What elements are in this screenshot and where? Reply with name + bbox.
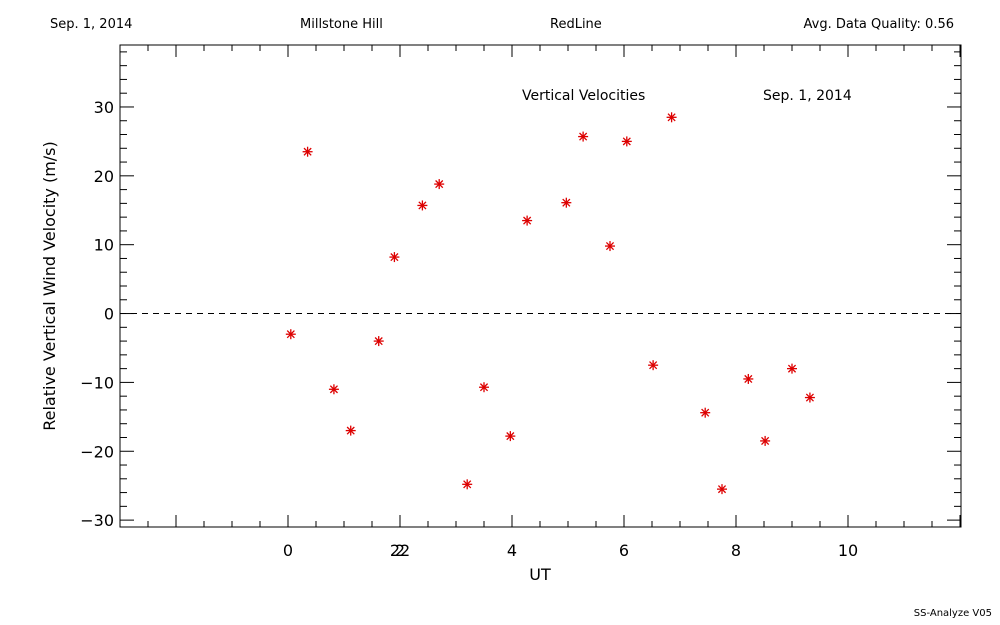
x-tick-label: 4 — [507, 541, 517, 560]
marker-stroke — [346, 426, 355, 435]
data-point — [328, 384, 339, 395]
x-tick-label: 6 — [619, 541, 629, 560]
tick-labels: 22 0 2 4 6 8 10 −30 −20 −10 0 10 20 30 — [80, 98, 858, 560]
data-point — [760, 435, 771, 446]
software-version: SS-Analyze V05 — [913, 608, 992, 619]
marker-stroke — [717, 485, 727, 494]
x-tick-label: 10 — [838, 541, 858, 560]
marker-stroke — [622, 137, 631, 146]
marker-stroke — [390, 253, 399, 262]
marker-stroke — [761, 436, 770, 445]
y-tick-label: 20 — [94, 167, 114, 186]
data-point — [621, 136, 632, 147]
marker-stroke — [479, 383, 489, 392]
data-point — [285, 329, 296, 340]
data-point — [417, 200, 428, 211]
marker-stroke — [286, 330, 295, 339]
data-point — [522, 215, 533, 226]
data-point — [345, 425, 356, 436]
marker-stroke — [435, 180, 444, 189]
marker-stroke — [463, 480, 472, 489]
chart-subtitle: Sep. 1, 2014 — [763, 88, 852, 104]
data-point — [389, 252, 400, 263]
y-tick-label: 30 — [94, 98, 114, 117]
data-point — [462, 479, 473, 490]
header-line: RedLine — [550, 17, 602, 32]
y-tick-label: 10 — [94, 236, 114, 255]
data-point — [743, 373, 754, 384]
marker-stroke — [605, 242, 615, 251]
header-quality: Avg. Data Quality: 0.56 — [803, 17, 954, 32]
data-point — [479, 382, 489, 393]
y-axis-label: Relative Vertical Wind Velocity (m/s) — [40, 141, 59, 431]
data-point — [578, 131, 589, 142]
marker-stroke — [418, 201, 427, 210]
marker-stroke — [649, 361, 658, 370]
x-tick-label: 0 — [283, 541, 293, 560]
marker-stroke — [523, 216, 532, 225]
data-point — [434, 179, 445, 190]
marker-stroke — [374, 337, 383, 346]
x-tick-label: 8 — [731, 541, 741, 560]
y-tick-label: −20 — [80, 442, 114, 461]
x-axis-label: UT — [529, 565, 551, 584]
marker-stroke — [701, 408, 710, 417]
data-point — [666, 112, 677, 123]
marker-stroke — [303, 147, 312, 156]
marker-stroke — [329, 385, 338, 394]
data-point — [648, 360, 659, 371]
marker-stroke — [744, 374, 753, 384]
plot-frame — [119, 44, 962, 528]
data-point — [561, 197, 572, 208]
y-tick-label: −10 — [80, 373, 114, 392]
marker-stroke — [506, 432, 515, 441]
data-point — [717, 484, 727, 495]
header-date: Sep. 1, 2014 — [50, 17, 133, 32]
data-point — [605, 241, 615, 252]
marker-stroke — [805, 393, 814, 402]
marker-stroke — [562, 198, 571, 207]
data-point — [302, 146, 313, 157]
data-point — [804, 392, 815, 403]
marker-stroke — [667, 113, 676, 122]
data-point — [505, 431, 516, 442]
data-point — [373, 336, 384, 347]
header-site: Millstone Hill — [300, 17, 383, 32]
y-tick-label: 0 — [104, 305, 114, 324]
data-point — [700, 407, 711, 418]
marker-stroke — [787, 364, 797, 373]
x-tick-label: 2 — [395, 541, 405, 560]
chart-title: Vertical Velocities — [522, 88, 645, 104]
data-points — [285, 112, 815, 495]
marker-stroke — [579, 132, 588, 141]
y-tick-label: −30 — [80, 511, 114, 530]
x-tick-label: 22 — [390, 541, 410, 560]
data-point — [787, 363, 797, 374]
axis-ticks — [120, 45, 961, 527]
